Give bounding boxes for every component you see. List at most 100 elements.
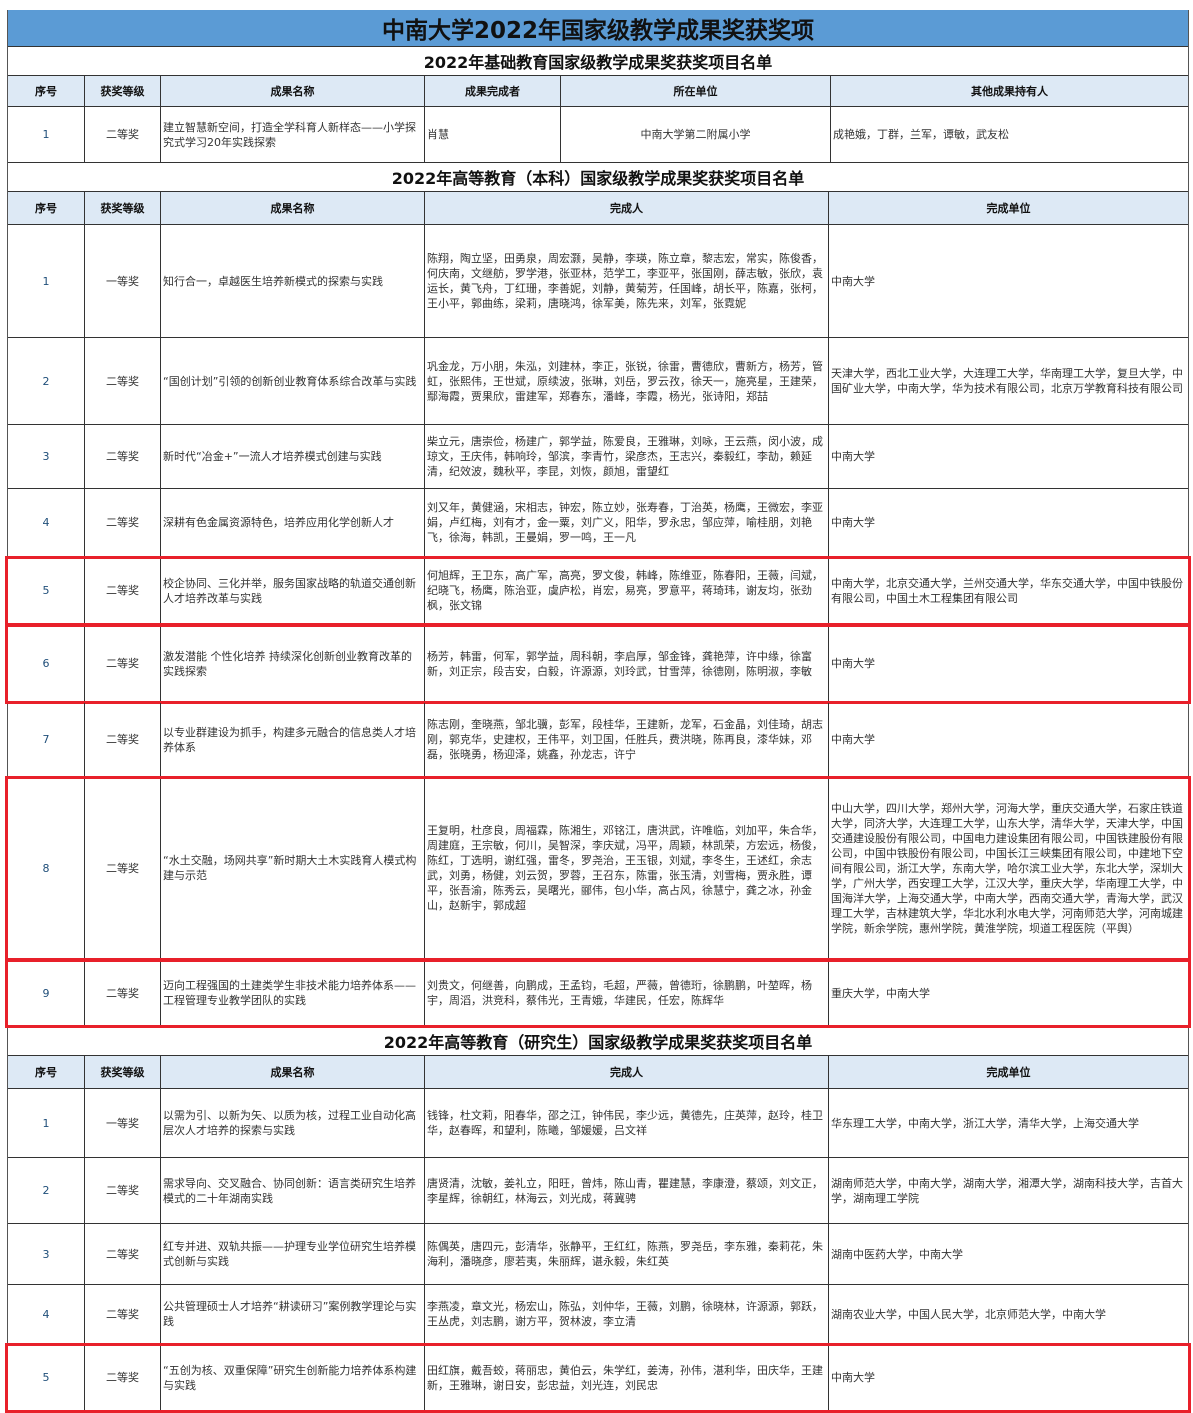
institutions: 中南大学 bbox=[831, 274, 875, 288]
project-name-cell: 公共管理硕士人才培养“耕读研习”案例教学理论与实践 bbox=[161, 1285, 425, 1343]
institutions: 湖南师范大学，中南大学，湖南大学，湘潭大学，湖南科技大学，吉首大学，湖南理工学院 bbox=[831, 1176, 1183, 1205]
table-row: 4 二等奖 深耕有色金属资源特色，培养应用化学创新人才 刘又年，黄健涵，宋相志，钟宏，… bbox=[8, 489, 1188, 557]
award-level-cell: 一等奖 bbox=[85, 225, 161, 337]
table-row: 2 二等奖 “国创计划”引领的创新创业教育体系综合改革与实践 巩金龙，万小朋，朱泓，刘… bbox=[8, 338, 1188, 425]
award-level: 二等奖 bbox=[106, 861, 139, 875]
institutions-cell: 重庆大学，中南大学 bbox=[829, 960, 1188, 1026]
table-row: 1 一等奖 知行合一，卓越医生培养新模式的探索与实践 陈翔，陶立坚，田勇泉，周宏灏，吴… bbox=[8, 225, 1188, 338]
award-level-cell: 二等奖 bbox=[85, 960, 161, 1026]
team-members-cell: 田红旗，戴吾蛟，蒋丽忠，黄伯云，朱学红，姜涛，孙伟，湛利华，田庆华，王建新，王雅… bbox=[425, 1344, 829, 1411]
project-name-cell: “国创计划”引领的创新创业教育体系综合改革与实践 bbox=[161, 338, 425, 424]
project-name: 激发潜能 个性化培养 持续深化创新创业教育改革的实践探索 bbox=[163, 649, 412, 678]
completer: 肖慧 bbox=[427, 128, 449, 141]
team-members: 王复明，杜彦良，周福霖，陈湘生，邓铭江，唐洪武，许唯临，刘加平，朱合华，周建庭，… bbox=[427, 824, 823, 912]
award-level-cell: 二等奖 bbox=[85, 625, 161, 702]
table-row: 1 一等奖 以需为引、以新为矢、以质为核，过程工业自动化高层次人才培养的探索与实践钱… bbox=[8, 1089, 1188, 1158]
institutions: 中南大学 bbox=[831, 1371, 875, 1384]
column-header: 序号 bbox=[8, 1056, 85, 1088]
institutions-cell: 湖南农业大学，中国人民大学，北京师范大学，中南大学 bbox=[829, 1285, 1188, 1343]
institutions: 中南大学，北京交通大学，兰州交通大学，华东交通大学，中国中铁股份有限公司，中国土… bbox=[831, 576, 1183, 605]
team-members-cell: 杨芳，韩雷，何军，郭学益，周科朝，李启厚，邹金锋，龚艳萍，许中缘，徐富新，刘正宗… bbox=[425, 625, 829, 702]
table-row: 5 二等奖 “五创为核、双重保障”研究生创新能力培养体系构建与实践 田红旗，戴吾蛟，蒋… bbox=[5, 1343, 1191, 1413]
team-members: 柴立元，唐崇俭，杨建广，郭学益，陈爱良，王雅琳，刘咏，王云燕，闵小波，成琼文，王… bbox=[427, 435, 823, 478]
table-row: 7 二等奖 以专业群建设为抓手，构建多元融合的信息类人才培养体系 陈志刚，奎晓燕，邹北… bbox=[8, 703, 1188, 777]
award-level: 二等奖 bbox=[106, 733, 139, 746]
serial-number-cell: 5 bbox=[8, 557, 85, 624]
header-row: 序号 获奖等级 成果名称 完成人 完成单位 bbox=[8, 192, 1188, 225]
institutions-cell: 中南大学 bbox=[829, 489, 1188, 556]
serial-number: 3 bbox=[42, 1247, 50, 1261]
award-level: 二等奖 bbox=[106, 1247, 139, 1261]
serial-number-cell: 3 bbox=[8, 1224, 85, 1284]
institutions: 中南大学 bbox=[831, 450, 875, 463]
project-name: “五创为核、双重保障”研究生创新能力培养体系构建与实践 bbox=[163, 1363, 417, 1392]
project-name: 深耕有色金属资源特色，培养应用化学创新人才 bbox=[163, 516, 394, 529]
serial-number-cell: 6 bbox=[8, 625, 85, 702]
award-level-cell: 二等奖 bbox=[85, 425, 161, 488]
section-2: 2022年高等教育（本科）国家级教学成果奖获奖项目名单 序号 获奖等级 成果名称 完成人… bbox=[5, 163, 1191, 1028]
project-name: 以需为引、以新为矢、以质为核，过程工业自动化高层次人才培养的探索与实践 bbox=[163, 1109, 416, 1137]
column-header: 完成人 bbox=[425, 1056, 829, 1088]
team-members: 何旭辉，王卫东，高广军，高亮，罗文俊，韩峰，陈维亚，陈春阳，王薇，闫斌，纪晓飞，… bbox=[427, 569, 823, 612]
award-level: 二等奖 bbox=[106, 128, 139, 141]
project-name-cell: 以需为引、以新为矢、以质为核，过程工业自动化高层次人才培养的探索与实践 bbox=[161, 1089, 425, 1157]
project-name-cell: 知行合一，卓越医生培养新模式的探索与实践 bbox=[161, 225, 425, 337]
project-name-cell: 新时代“冶金+”一流人才培养模式创建与实践 bbox=[161, 425, 425, 488]
serial-number-cell: 4 bbox=[8, 1285, 85, 1343]
team-members-cell: 刘贵文，何继善，向鹏成，王孟钧，毛超，严薇，曾德珩，徐鹏鹏，叶堃晖，杨宇，周滔，… bbox=[425, 960, 829, 1026]
team-members: 杨芳，韩雷，何军，郭学益，周科朝，李启厚，邹金锋，龚艳萍，许中缘，徐富新，刘正宗… bbox=[427, 649, 812, 678]
project-name: 需求导向、交叉融合、协同创新：语言类研究生培养模式的二十年湖南实践 bbox=[163, 1176, 416, 1205]
institutions-cell: 中南大学 bbox=[829, 703, 1188, 776]
column-header: 成果名称 bbox=[161, 76, 425, 106]
institutions-cell: 湖南师范大学，中南大学，湖南大学，湘潭大学，湖南科技大学，吉首大学，湖南理工学院 bbox=[829, 1158, 1188, 1223]
serial-number: 4 bbox=[42, 1307, 50, 1321]
serial-number: 6 bbox=[42, 657, 50, 670]
team-members-cell: 巩金龙，万小朋，朱泓，刘建林，李正，张锐，徐雷，曹德欣，曹新方，杨芳，管虹，张熙… bbox=[425, 338, 829, 424]
table-row: 5 二等奖 校企协同、三化并举，服务国家战略的轨道交通创新人才培养改革与实践 何旭辉，… bbox=[5, 556, 1191, 626]
serial-number: 9 bbox=[42, 986, 50, 1000]
team-members: 陈翔，陶立坚，田勇泉，周宏灏，吴静，李瑛，陈立章，黎志宏，常实，陈俊香，何庆南，… bbox=[427, 252, 823, 310]
serial-number: 8 bbox=[42, 861, 50, 875]
institutions: 中山大学，四川大学，郑州大学，河海大学，重庆交通大学，石家庄铁道大学，同济大学，… bbox=[831, 801, 1183, 935]
project-name-cell: 建立智慧新空间，打造全学科育人新样态——小学探究式学习20年实践探索 bbox=[161, 107, 425, 162]
project-name: 以专业群建设为抓手，构建多元融合的信息类人才培养体系 bbox=[163, 725, 416, 754]
institutions: 重庆大学，中南大学 bbox=[831, 986, 930, 1000]
serial-number: 4 bbox=[42, 516, 50, 529]
team-members: 刘贵文，何继善，向鹏成，王孟钧，毛超，严薇，曾德珩，徐鹏鹏，叶堃晖，杨宇，周滔，… bbox=[427, 979, 812, 1007]
serial-number-cell: 1 bbox=[8, 107, 85, 162]
award-level-cell: 二等奖 bbox=[85, 489, 161, 556]
table-row: 6 二等奖 激发潜能 个性化培养 持续深化创新创业教育改革的实践探索 杨芳，韩雷，何军… bbox=[5, 624, 1191, 704]
project-name-cell: 校企协同、三化并举，服务国家战略的轨道交通创新人才培养改革与实践 bbox=[161, 557, 425, 624]
table-row: 1 二等奖 建立智慧新空间，打造全学科育人新样态——小学探究式学习20年实践探索 肖慧… bbox=[8, 107, 1188, 163]
column-header: 序号 bbox=[8, 192, 85, 224]
award-level-cell: 二等奖 bbox=[85, 1285, 161, 1343]
institutions-cell: 中南大学 bbox=[829, 1344, 1188, 1411]
institutions: 华东理工大学，中南大学，浙江大学，清华大学，上海交通大学 bbox=[831, 1116, 1139, 1130]
serial-number: 1 bbox=[42, 274, 50, 288]
serial-number-cell: 7 bbox=[8, 703, 85, 776]
team-members-cell: 刘又年，黄健涵，宋相志，钟宏，陈立妙，张寿春，丁治英，杨鹰，王微宏，李亚娟，卢红… bbox=[425, 489, 829, 556]
team-members: 田红旗，戴吾蛟，蒋丽忠，黄伯云，朱学红，姜涛，孙伟，湛利华，田庆华，王建新，王雅… bbox=[427, 1363, 823, 1392]
column-header: 获奖等级 bbox=[85, 192, 161, 224]
project-name: “水土交融，场网共享”新时期大土木实践育人模式构建与示范 bbox=[163, 854, 417, 882]
header-row: 序号 获奖等级 成果名称 完成人 完成单位 bbox=[8, 1056, 1188, 1089]
team-members-cell: 王复明，杜彦良，周福霖，陈湘生，邓铭江，唐洪武，许唯临，刘加平，朱合华，周建庭，… bbox=[425, 777, 829, 959]
serial-number: 7 bbox=[42, 733, 50, 746]
award-level: 二等奖 bbox=[106, 986, 139, 1000]
serial-number: 3 bbox=[42, 450, 50, 463]
project-name: 迈向工程强国的土建类学生非技术能力培养体系——工程管理专业教学团队的实践 bbox=[163, 979, 416, 1007]
header-row: 序号 获奖等级 成果名称 成果完成者 所在单位 其他成果持有人 bbox=[8, 76, 1188, 107]
column-header: 获奖等级 bbox=[85, 1056, 161, 1088]
project-name: 校企协同、三化并举，服务国家战略的轨道交通创新人才培养改革与实践 bbox=[163, 576, 416, 605]
serial-number-cell: 5 bbox=[8, 1344, 85, 1411]
award-level: 二等奖 bbox=[106, 584, 139, 597]
institutions-cell: 中南大学，北京交通大学，兰州交通大学，华东交通大学，中国中铁股份有限公司，中国土… bbox=[829, 557, 1188, 624]
institutions-cell: 湖南中医药大学，中南大学 bbox=[829, 1224, 1188, 1284]
affiliation: 中南大学第二附属小学 bbox=[640, 128, 751, 141]
award-level-cell: 二等奖 bbox=[85, 777, 161, 959]
table-row: 9 二等奖 迈向工程强国的土建类学生非技术能力培养体系——工程管理专业教学团队的实践… bbox=[5, 959, 1191, 1028]
award-level: 一等奖 bbox=[106, 274, 139, 288]
institutions: 湖南农业大学，中国人民大学，北京师范大学，中南大学 bbox=[831, 1307, 1106, 1321]
institutions-cell: 天津大学，西北工业大学，大连理工大学，华南理工大学，复旦大学，中国矿业大学，中南… bbox=[829, 338, 1188, 424]
column-header: 成果名称 bbox=[161, 192, 425, 224]
